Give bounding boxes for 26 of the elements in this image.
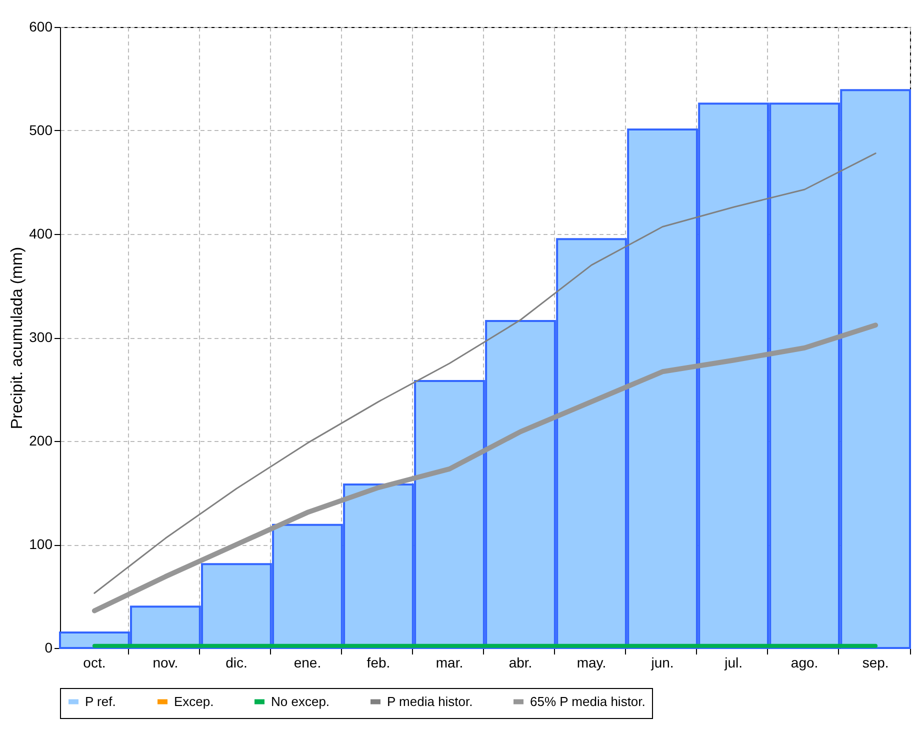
x-tick-label: jun. (650, 654, 674, 670)
legend-label: P ref. (85, 694, 116, 709)
y-tick-label: 200 (29, 432, 53, 448)
x-tick-label: oct. (83, 654, 106, 670)
x-tick-label: may. (576, 654, 606, 670)
x-tick-label: abr. (508, 654, 532, 670)
x-tick-label: dic. (226, 654, 248, 670)
legend-label: Excep. (174, 694, 214, 709)
x-tick-label: feb. (366, 654, 390, 670)
x-tick-label: ene. (294, 654, 322, 670)
y-tick-label: 100 (29, 536, 53, 552)
x-tick-label: mar. (436, 654, 464, 670)
legend-label: P media histor. (387, 694, 473, 709)
y-tick-label: 0 (44, 640, 53, 656)
legend-label: No excep. (271, 694, 330, 709)
x-tick-label: sep. (862, 654, 889, 670)
x-tick-label: nov. (152, 654, 178, 670)
y-tick-label: 500 (29, 122, 53, 138)
y-tick-label: 400 (29, 226, 53, 242)
y-axis-title: Precipit. acumulada (mm) (9, 246, 26, 430)
x-tick-label: jul. (724, 654, 742, 670)
y-tick-label: 300 (29, 329, 53, 345)
line-series (94, 152, 876, 594)
x-tick-label: ago. (790, 654, 818, 670)
y-tick-label: 600 (29, 18, 53, 34)
legend-label: 65% P media histor. (530, 694, 646, 709)
